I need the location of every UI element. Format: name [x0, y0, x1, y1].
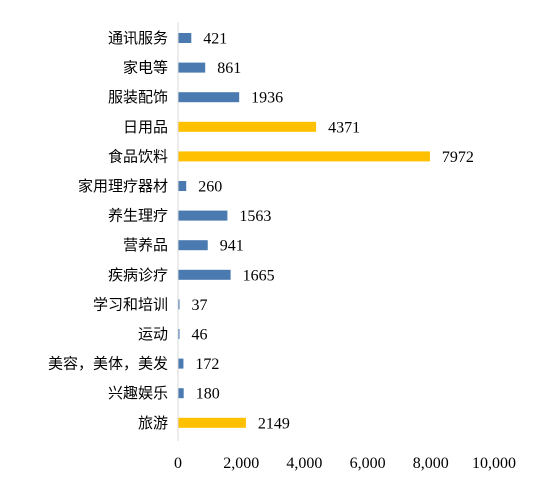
- data-label: 37: [192, 297, 208, 314]
- data-label: 941: [220, 238, 244, 255]
- bar: [178, 181, 187, 191]
- data-label: 2149: [258, 415, 290, 432]
- bar: [178, 62, 206, 73]
- bar: [178, 329, 180, 339]
- data-label: 1665: [243, 267, 275, 284]
- data-label: 260: [198, 179, 222, 196]
- bar: [178, 417, 246, 428]
- data-label: 4371: [328, 119, 360, 136]
- category-label: 服装配饰: [108, 88, 168, 106]
- category-label: 营养品: [123, 236, 168, 254]
- data-label: 180: [196, 386, 220, 403]
- data-label: 46: [192, 327, 208, 344]
- bar: [178, 151, 430, 162]
- bar: [178, 33, 192, 43]
- bar: [178, 358, 184, 369]
- bar: [178, 92, 240, 103]
- data-label: 172: [195, 356, 219, 373]
- data-label: 421: [203, 31, 227, 48]
- x-tick-label: 10,000: [472, 455, 516, 472]
- bar: [178, 210, 228, 221]
- data-label: 861: [217, 60, 241, 77]
- x-tick-label: 8,000: [413, 455, 449, 472]
- bar: [178, 388, 184, 399]
- bar: [178, 299, 180, 310]
- data-label: 1563: [239, 208, 271, 225]
- category-label: 美容，美体，美发: [48, 355, 168, 373]
- x-tick-label: 6,000: [350, 455, 386, 472]
- category-label: 兴趣娱乐: [108, 384, 168, 402]
- bar: [178, 269, 231, 280]
- category-label: 学习和培训: [93, 295, 168, 313]
- category-label: 旅游: [138, 414, 168, 432]
- category-label: 家电等: [123, 59, 168, 77]
- plot-area: 通讯服务 421 家电等 861 服装配饰 1936 日用品 4371 食品饮料 7972 家用理疗…: [48, 22, 516, 472]
- category-label: 运动: [138, 325, 168, 343]
- bar: [178, 240, 208, 251]
- category-label: 日用品: [123, 118, 168, 136]
- category-label: 养生理疗: [108, 207, 168, 225]
- x-tick-label: 2,000: [223, 455, 259, 472]
- data-label: 1936: [251, 90, 283, 107]
- category-label: 家用理疗器材: [78, 177, 168, 195]
- bar: [178, 121, 317, 132]
- data-label: 7972: [442, 149, 474, 166]
- category-label: 通讯服务: [108, 29, 168, 47]
- category-label: 疾病诊疗: [108, 266, 168, 284]
- category-label: 食品饮料: [108, 147, 168, 165]
- x-tick-label: 4,000: [286, 455, 322, 472]
- x-tick-label: 0: [174, 455, 182, 472]
